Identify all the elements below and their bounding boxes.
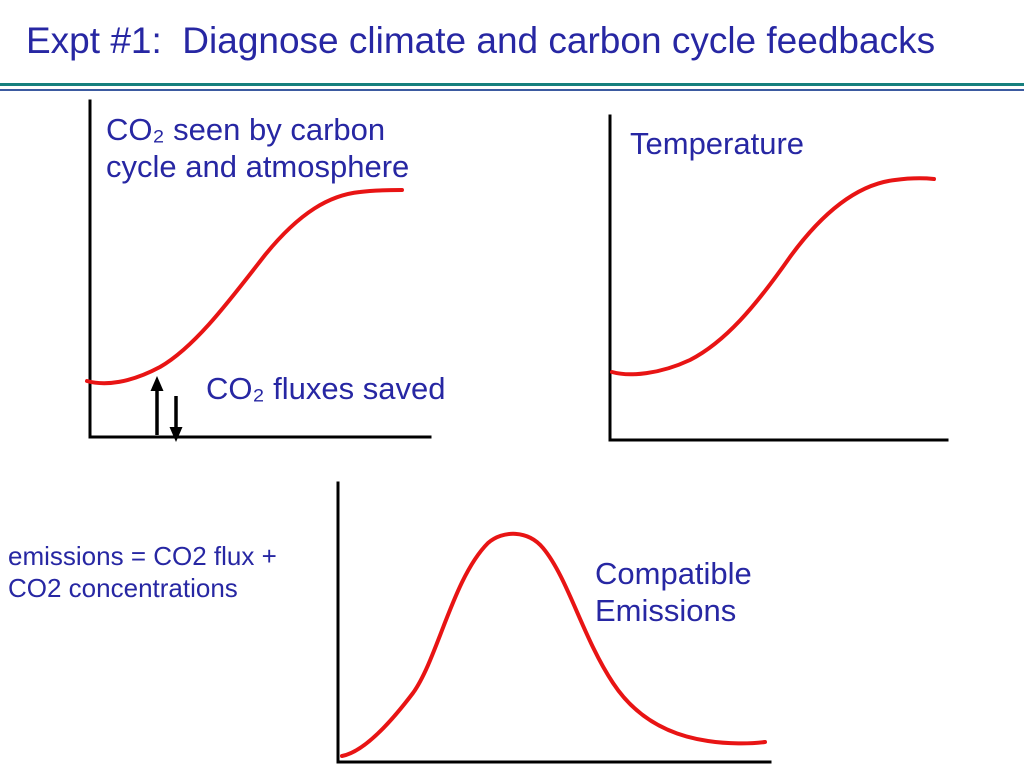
compatible-emissions-label: Compatible Emissions bbox=[595, 556, 752, 628]
temperature-label: Temperature bbox=[630, 126, 805, 161]
emissions-equation-note: emissions = CO2 flux + CO2 concentration… bbox=[8, 541, 277, 603]
co2-curve bbox=[85, 188, 404, 386]
co2-chart-label: CO₂ seen by carbon cycle and atmosphere bbox=[106, 112, 410, 184]
emissions-chart bbox=[336, 481, 772, 764]
flux-up-arrow-icon bbox=[150, 376, 164, 435]
temperature-chart bbox=[608, 114, 949, 442]
co2-fluxes-saved-label: CO₂ fluxes saved bbox=[206, 371, 446, 406]
flux-down-arrow-icon bbox=[169, 396, 183, 442]
title-divider bbox=[0, 83, 1024, 91]
co2-chart bbox=[85, 99, 432, 442]
emissions-chart-axes bbox=[336, 481, 772, 764]
temperature-chart-axes bbox=[608, 114, 949, 442]
temperature-curve bbox=[610, 176, 936, 377]
co2-chart-axes bbox=[88, 99, 432, 439]
slide-title: Expt #1: Diagnose climate and carbon cyc… bbox=[26, 20, 936, 61]
emissions-curve bbox=[340, 531, 767, 758]
